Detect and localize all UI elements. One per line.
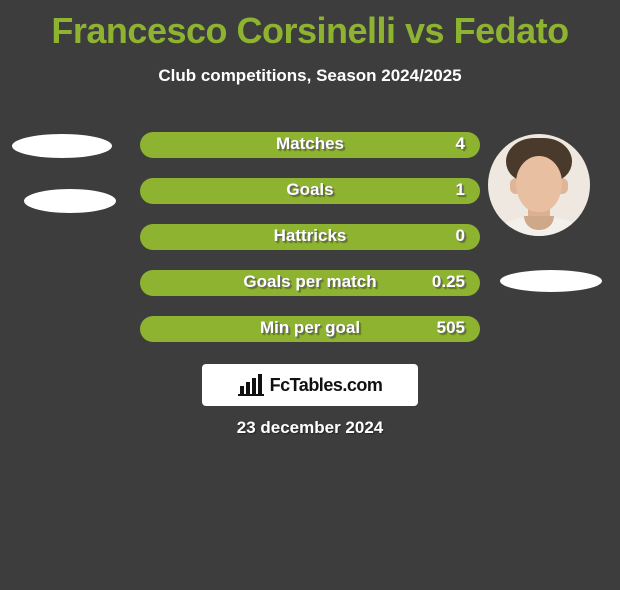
stat-pill: [140, 316, 480, 342]
player-left-avatar-placeholder: [12, 134, 112, 158]
bar-chart-icon: [238, 374, 264, 396]
stat-pill: [140, 178, 480, 204]
stat-pill: [140, 132, 480, 158]
player-right-club-placeholder: [500, 270, 602, 292]
stat-row: Min per goal 505: [0, 306, 620, 352]
branding-text: FcTables.com: [270, 375, 383, 396]
stat-pill: [140, 270, 480, 296]
player-right-avatar: [488, 134, 590, 236]
branding-card[interactable]: FcTables.com: [202, 364, 418, 406]
page-title: Francesco Corsinelli vs Fedato: [0, 10, 620, 52]
page-subtitle: Club competitions, Season 2024/2025: [0, 66, 620, 86]
footer-date: 23 december 2024: [0, 418, 620, 438]
stat-pill: [140, 224, 480, 250]
player-left-club-placeholder: [24, 189, 116, 213]
